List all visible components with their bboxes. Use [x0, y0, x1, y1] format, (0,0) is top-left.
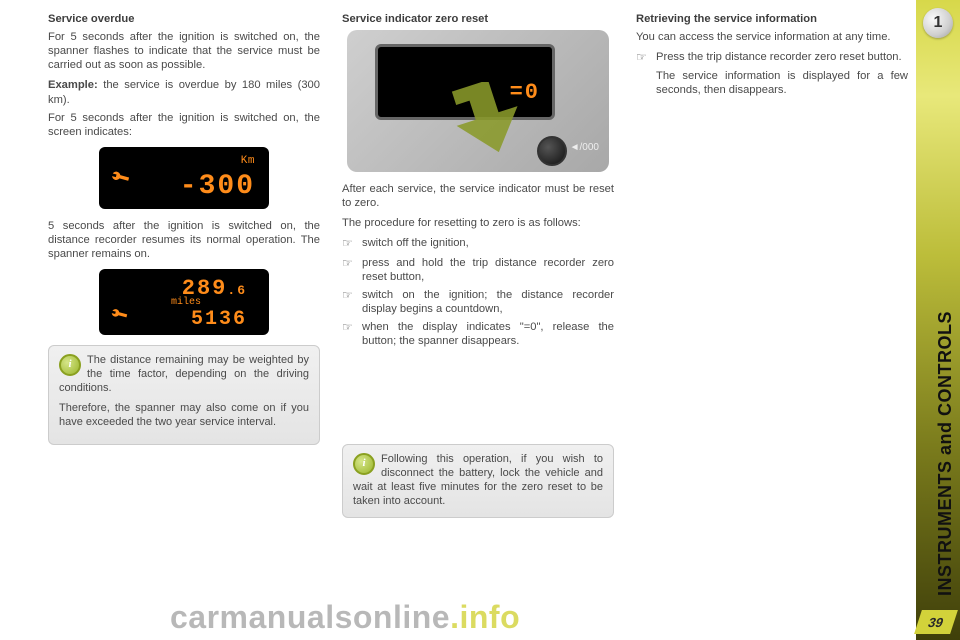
col3-heading: Retrieving the service information: [636, 12, 908, 26]
vertical-section-title: INSTRUMENTS and CONTROLS: [935, 311, 956, 596]
dashboard-illustration: =0 ◄/000: [347, 30, 609, 172]
col1-heading: Service overdue: [48, 12, 320, 26]
col3-bullet-text: Press the trip distance recorder zero re…: [656, 50, 908, 65]
col1-p1: For 5 seconds after the ignition is swit…: [48, 30, 320, 72]
unit-label-km: Km: [241, 155, 255, 169]
page-content: Service overdue For 5 seconds after the …: [48, 12, 908, 628]
bullet-arrow-icon: ☞: [342, 256, 354, 284]
bullet-arrow-icon: ☞: [342, 320, 354, 348]
bullet-arrow-icon: ☞: [342, 288, 354, 316]
bullet-arrow-icon: ☞: [342, 236, 354, 251]
watermark: carmanualsonline.info: [170, 599, 520, 636]
watermark-suffix: .info: [450, 599, 520, 635]
col1-example-label: Example:: [48, 79, 98, 91]
bullet-4: ☞ when the display indicates "=0", relea…: [342, 320, 614, 348]
knob-label: ◄/000: [570, 142, 599, 155]
bullet-1: ☞ switch off the ignition,: [342, 236, 614, 251]
col1-p3: For 5 seconds after the ignition is swit…: [48, 111, 320, 139]
display-screen-odometer: 289.6 miles 5136: [99, 269, 269, 335]
trip-value-dec: .6: [227, 283, 247, 298]
info-box-battery-text: Following this operation, if you wish to…: [353, 453, 603, 507]
bullet-arrow-icon: ☞: [636, 50, 648, 65]
bullet-3: ☞ switch on the ignition; the distance r…: [342, 288, 614, 316]
col2-p2: The procedure for resetting to zero is a…: [342, 216, 614, 230]
display-value-overdue: -300: [180, 169, 255, 204]
watermark-text: carmanualsonline: [170, 599, 450, 635]
section-number-badge: 1: [923, 8, 953, 38]
info-box-distance-weighted: i The distance remaining may be weighted…: [48, 345, 320, 444]
info-box-p1: The distance remaining may be weighted b…: [59, 354, 309, 394]
spanner-icon: [103, 300, 134, 334]
info-icon: i: [59, 354, 81, 376]
col2-p1: After each service, the service indicato…: [342, 182, 614, 210]
col2-heading: Service indicator zero reset: [342, 12, 614, 26]
col3-p1: You can access the service information a…: [636, 30, 908, 44]
bullet-1-text: switch off the ignition,: [362, 236, 614, 251]
column-3: Retrieving the service information You c…: [636, 12, 908, 628]
col3-p2: The service information is displayed for…: [636, 69, 908, 97]
display-screen-overdue: Km -300: [99, 147, 269, 209]
odometer-value: 5136: [191, 307, 247, 332]
info-box-battery: i Following this operation, if you wish …: [342, 444, 614, 517]
col1-p2: Example: the service is overdue by 180 m…: [48, 78, 320, 106]
bullet-2-text: press and hold the trip distance recorde…: [362, 256, 614, 284]
info-box-p2: Therefore, the spanner may also come on …: [59, 402, 309, 430]
reset-knob: [537, 136, 567, 166]
info-icon: i: [353, 453, 375, 475]
col1-p4: 5 seconds after the ignition is switched…: [48, 219, 320, 261]
column-2: Service indicator zero reset =0 ◄/000 Af…: [342, 12, 614, 628]
spanner-icon: [103, 161, 137, 198]
col3-bullet: ☞ Press the trip distance recorder zero …: [636, 50, 908, 65]
bullet-3-text: switch on the ignition; the distance rec…: [362, 288, 614, 316]
bullet-2: ☞ press and hold the trip distance recor…: [342, 256, 614, 284]
bullet-4-text: when the display indicates "=0", release…: [362, 320, 614, 348]
arrow-down-right-icon: [443, 82, 533, 162]
column-1: Service overdue For 5 seconds after the …: [48, 12, 320, 628]
